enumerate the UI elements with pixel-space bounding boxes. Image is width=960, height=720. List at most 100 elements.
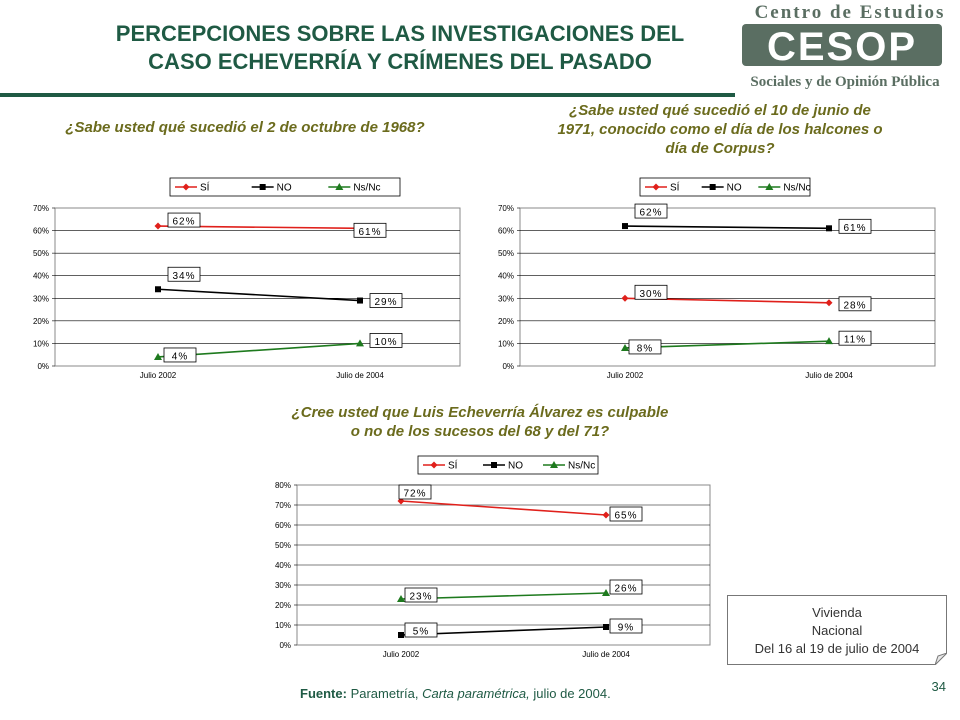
note-folded-corner	[935, 653, 947, 665]
data-label-box	[838, 296, 872, 312]
data-label-box	[628, 339, 662, 355]
legend-label: NO	[277, 183, 292, 194]
data-label-box	[404, 587, 438, 603]
x-tick-label: Julio de 2004	[582, 650, 630, 659]
data-point	[154, 352, 162, 360]
data-label-box	[167, 212, 201, 228]
legend-marker	[491, 462, 497, 468]
y-tick-label: 80%	[275, 481, 291, 490]
data-label-box	[838, 218, 872, 234]
legend-label: Ns/Nc	[353, 183, 380, 194]
data-label-box	[609, 579, 643, 595]
data-point	[356, 339, 364, 347]
chart-1971: 0% 10% 20% 30% 40% 50% 60% 70% Julio 2002 Julio d…	[498, 177, 936, 380]
y-tick-label: 50%	[498, 249, 514, 258]
question-3: ¿Cree usted que Luis Echeverría Álvarez …	[200, 403, 760, 441]
data-label-box	[353, 222, 387, 238]
cesop-logo: Centro de Estudios CESOP Sociales y de O…	[742, 2, 946, 90]
data-point	[397, 595, 405, 602]
data-label: 34%	[172, 271, 195, 282]
data-label: 61%	[843, 223, 866, 234]
data-point	[154, 222, 162, 230]
y-tick-label: 40%	[498, 272, 514, 281]
legend-marker	[709, 184, 716, 190]
data-point	[398, 632, 404, 638]
data-point	[825, 299, 833, 307]
legend-marker	[550, 461, 558, 468]
legend-label: SÍ	[670, 181, 680, 194]
data-label: 62%	[639, 208, 662, 219]
y-tick-label: 20%	[498, 317, 514, 326]
x-tick-label: Julio 2002	[607, 371, 644, 380]
data-label: 26%	[614, 584, 637, 595]
question-2-line-2: 1971, conocido como el día de los halcon…	[557, 121, 883, 138]
legend-label: SÍ	[448, 459, 458, 472]
y-tick-label: 60%	[498, 227, 514, 236]
data-point	[602, 511, 610, 519]
y-tick-label: 10%	[33, 339, 49, 348]
question-1: ¿Sabe usted qué sucedió el 2 de octubre …	[10, 118, 480, 137]
source-note: Fuente: Parametría, Carta paramétrica, j…	[300, 686, 700, 701]
data-label: 11%	[844, 335, 866, 346]
source-text-2: julio de 2004.	[529, 686, 611, 701]
title-line-1: PERCEPCIONES SOBRE LAS INVESTIGACIONES D…	[115, 21, 685, 46]
logo-mark-text: CESOP	[767, 25, 917, 69]
note-line-2: Nacional	[811, 623, 863, 638]
x-tick-label: Julio de 2004	[336, 371, 384, 380]
data-label: 61%	[358, 227, 381, 238]
page-number: 34	[931, 679, 946, 694]
y-tick-label: 70%	[33, 204, 49, 213]
data-label: 29%	[374, 297, 397, 308]
data-label-box	[634, 284, 668, 300]
y-tick-label: 30%	[498, 294, 514, 303]
survey-note: Vivienda Nacional Del 16 al 19 de julio …	[727, 595, 947, 665]
question-2-line-3: día de Corpus?	[665, 140, 775, 157]
data-label-box	[634, 203, 668, 219]
y-tick-label: 20%	[33, 317, 49, 326]
data-point	[155, 286, 161, 293]
data-point	[603, 624, 609, 630]
data-point	[621, 294, 629, 302]
data-label-box	[167, 266, 201, 282]
data-label-box	[163, 347, 197, 363]
note-line-3: Del 16 al 19 de julio de 2004	[754, 641, 920, 656]
question-3-line-1: ¿Cree usted que Luis Echeverría Álvarez …	[291, 404, 669, 421]
y-tick-label: 40%	[33, 272, 49, 281]
data-label: 9%	[618, 623, 634, 634]
data-point	[826, 225, 832, 232]
data-label: 62%	[172, 217, 195, 228]
chart-1968: 0% 10% 20% 30% 40% 50% 60% 70% Julio 2002 Julio d…	[33, 177, 461, 380]
x-tick-label: Julio 2002	[140, 371, 177, 380]
legend-label: NO	[727, 183, 742, 194]
data-point	[357, 297, 363, 304]
y-tick-label: 60%	[275, 521, 291, 530]
legend-marker	[259, 184, 266, 190]
x-tick-label: Julio de 2004	[805, 371, 853, 380]
y-tick-label: 0%	[502, 362, 514, 371]
data-label-box	[369, 293, 403, 308]
y-tick-label: 30%	[275, 581, 291, 590]
data-label-box	[838, 330, 872, 346]
legend-label: Ns/Nc	[783, 183, 810, 194]
y-tick-label: 50%	[33, 249, 49, 258]
data-point	[825, 337, 833, 345]
data-label-box	[369, 333, 403, 348]
data-point	[602, 589, 610, 596]
y-tick-label: 20%	[275, 601, 291, 610]
legend-marker	[652, 183, 660, 191]
y-tick-label: 0%	[37, 362, 49, 371]
plot-area	[519, 207, 936, 367]
y-tick-label: 30%	[33, 294, 49, 303]
y-tick-label: 10%	[275, 621, 291, 630]
y-tick-label: 0%	[279, 641, 291, 650]
legend-label: NO	[508, 461, 523, 472]
data-label: 4%	[172, 351, 188, 362]
legend-box	[169, 177, 401, 197]
data-label: 23%	[409, 592, 432, 603]
legend-label: Ns/Nc	[568, 461, 595, 472]
question-3-line-2: o no de los sucesos del 68 y del 71?	[350, 423, 610, 440]
logo-top-text: Centro de Estudios	[755, 2, 946, 23]
data-label: 30%	[639, 289, 662, 300]
y-tick-label: 50%	[275, 541, 291, 550]
title-line-2: CASO ECHEVERRÍA Y CRÍMENES DEL PASADO	[148, 49, 652, 74]
